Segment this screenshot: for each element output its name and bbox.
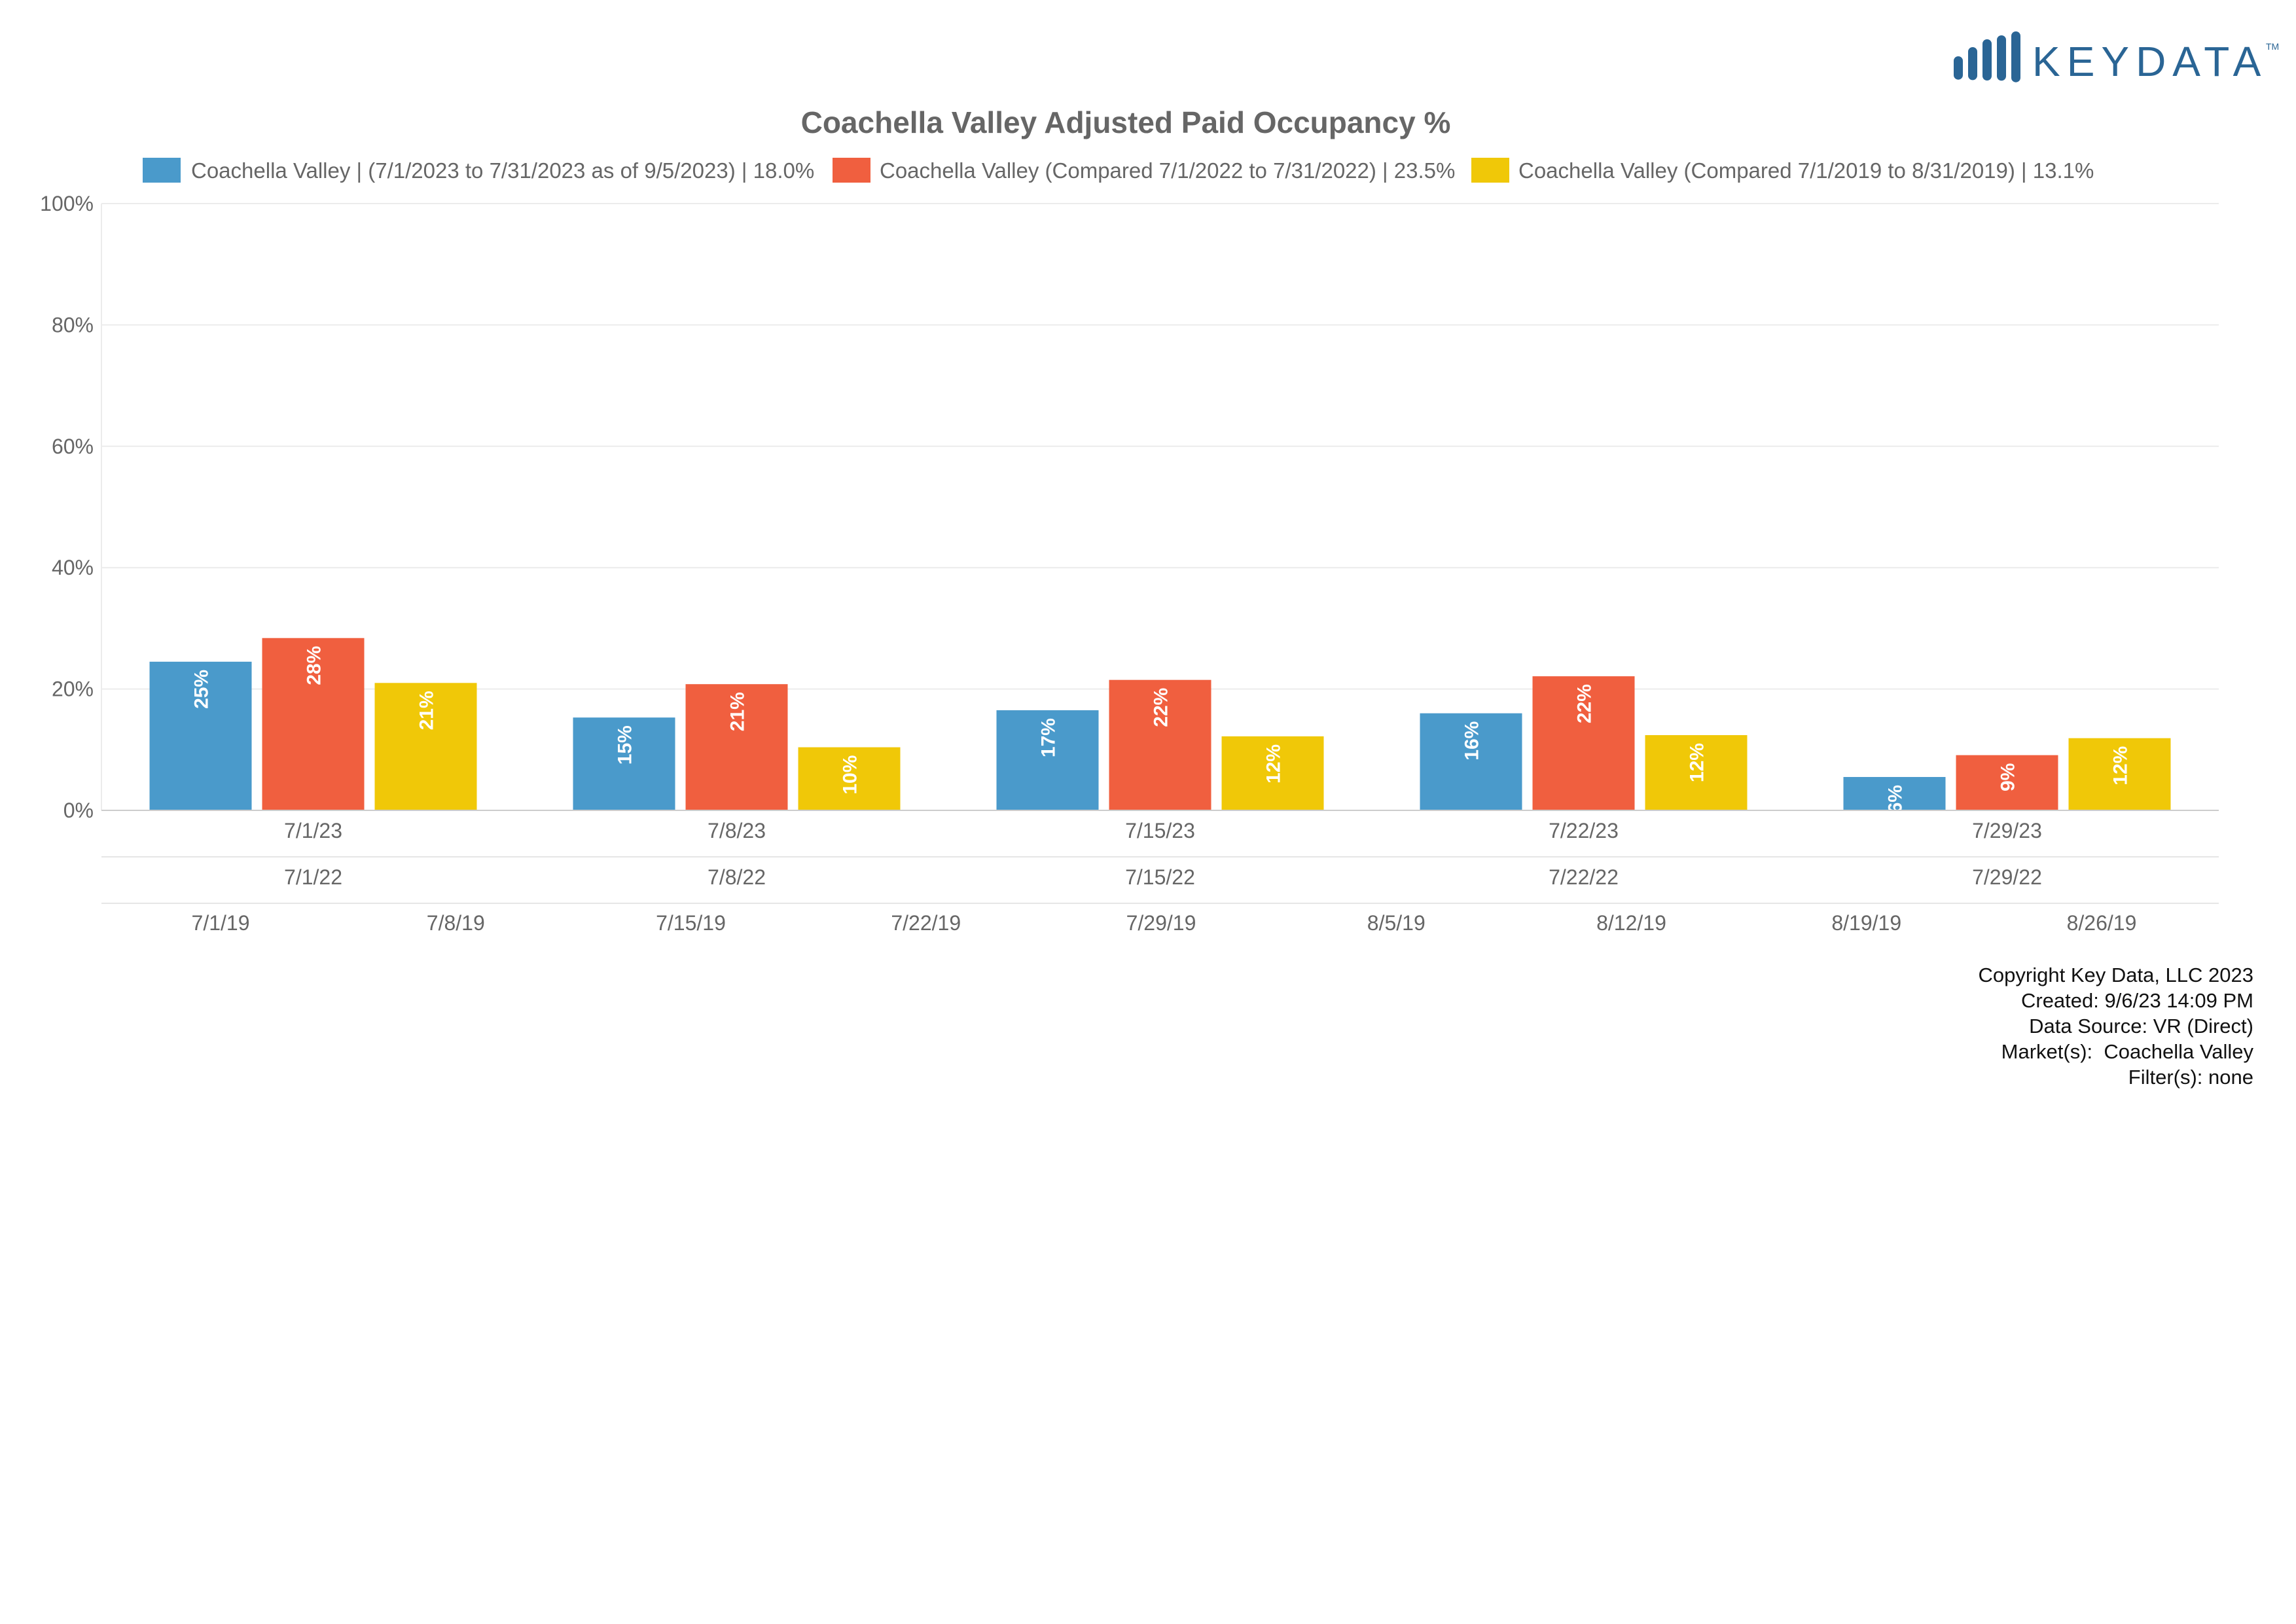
footer-line-filters: Filter(s): none	[2128, 1066, 2253, 1089]
legend-label-1: Coachella Valley (Compared 7/1/2022 to 7…	[880, 158, 1455, 183]
x-tick-label-primary: 7/1/23	[284, 819, 342, 842]
y-tick-label: 20%	[52, 677, 94, 701]
bar	[1221, 736, 1324, 810]
bar-value-label: 9%	[1998, 763, 2019, 791]
bar	[1109, 679, 1211, 810]
bar	[1956, 755, 2058, 810]
legend: Coachella Valley | (7/1/2023 to 7/31/202…	[143, 158, 2094, 183]
logo-trademark: TM	[2266, 41, 2279, 52]
x-tick-label-tertiary: 7/29/19	[1126, 911, 1196, 935]
bar	[798, 747, 901, 810]
x-tick-label-secondary: 7/22/22	[1549, 865, 1619, 889]
bar	[573, 717, 675, 810]
y-tick-label: 100%	[40, 192, 94, 215]
x-tick-label-tertiary: 7/22/19	[891, 911, 961, 935]
bar	[1420, 713, 1522, 810]
x-tick-label-secondary: 7/1/22	[284, 865, 342, 889]
legend-label-2: Coachella Valley (Compared 7/1/2019 to 8…	[1518, 158, 2094, 183]
x-tick-label-tertiary: 8/19/19	[1831, 911, 1901, 935]
y-gridlines	[101, 203, 2219, 810]
bar	[685, 684, 788, 810]
bar-value-label: 22%	[1151, 688, 1172, 727]
logo-bar	[1982, 39, 1992, 81]
x-tick-label-secondary: 7/8/22	[708, 865, 766, 889]
bar	[1532, 676, 1635, 810]
x-tick-label-primary: 7/15/23	[1125, 819, 1195, 842]
bar	[1645, 735, 1748, 810]
bar	[1843, 777, 1946, 810]
footer-line-copyright: Copyright Key Data, LLC 2023	[1979, 964, 2253, 986]
logo-bar	[2011, 31, 2020, 82]
legend-swatch-2	[1471, 158, 1509, 183]
bar-value-label: 10%	[840, 755, 861, 795]
legend-swatch-1	[833, 158, 870, 183]
y-tick-label: 40%	[52, 556, 94, 579]
logo-text: KEYDATA	[2032, 38, 2267, 85]
bar-value-label: 12%	[2110, 746, 2132, 785]
keydata-logo: KEYDATA TM	[1954, 31, 2279, 85]
x-tick-label-secondary: 7/15/22	[1125, 865, 1195, 889]
bar	[2068, 738, 2171, 810]
bar-value-label: 21%	[727, 692, 749, 731]
bar-value-label: 12%	[1263, 744, 1285, 784]
bar	[149, 661, 252, 810]
logo-bars-icon	[1954, 31, 2020, 82]
x-tick-label-tertiary: 8/26/19	[2067, 911, 2137, 935]
logo-bar	[1954, 56, 1963, 80]
y-tick-label: 60%	[52, 435, 94, 458]
footer-line-markets: Market(s): Coachella Valley	[2001, 1040, 2254, 1063]
footer-line-created: Created: 9/6/23 14:09 PM	[2021, 989, 2253, 1012]
bar-value-label: 22%	[1574, 684, 1596, 723]
legend-swatch-0	[143, 158, 181, 183]
x-tick-label-tertiary: 8/12/19	[1596, 911, 1666, 935]
bars	[149, 638, 2171, 810]
y-tick-label: 80%	[52, 313, 94, 336]
x-tick-label-secondary: 7/29/22	[1972, 865, 2042, 889]
bar-value-label: 15%	[615, 725, 636, 765]
legend-label-0: Coachella Valley | (7/1/2023 to 7/31/202…	[191, 158, 814, 183]
footer-line-source: Data Source: VR (Direct)	[2029, 1015, 2253, 1038]
x-tick-label-tertiary: 8/5/19	[1367, 911, 1426, 935]
bar-value-label: 25%	[191, 670, 213, 709]
bar	[374, 683, 477, 810]
x-tick-label-tertiary: 7/15/19	[656, 911, 726, 935]
y-axis-ticks: 0% 20% 40% 60% 80% 100%	[40, 192, 94, 822]
x-tick-label-primary: 7/29/23	[1972, 819, 2042, 842]
logo-bar	[1997, 35, 2006, 81]
chart-title: Coachella Valley Adjusted Paid Occupancy…	[801, 105, 1451, 139]
bar-value-label: 12%	[1687, 743, 1708, 782]
bar-value-label: 28%	[304, 646, 325, 685]
x-axis: 7/1/23 7/8/23 7/15/23 7/22/23 7/29/23 7/1/22 7…	[101, 810, 2219, 935]
bar-value-label: 16%	[1462, 721, 1483, 761]
logo-bar	[1968, 47, 1977, 81]
bar	[996, 710, 1099, 810]
x-tick-label-tertiary: 7/8/19	[427, 911, 485, 935]
bar-value-label: 21%	[416, 691, 438, 730]
footer-info: Copyright Key Data, LLC 2023 Created: 9/…	[1979, 964, 2254, 1089]
y-tick-label: 0%	[63, 799, 94, 822]
bar-value-label: 17%	[1038, 718, 1060, 757]
x-tick-label-tertiary: 7/1/19	[192, 911, 250, 935]
bar	[262, 638, 365, 810]
x-tick-label-primary: 7/8/23	[708, 819, 766, 842]
bar-labels: 25% 28% 21% 15% 21% 10% 17% 22% 12% 16% 22% 12% 6% 9%…	[191, 646, 2132, 814]
x-tick-label-primary: 7/22/23	[1549, 819, 1619, 842]
bar-value-label: 6%	[1885, 785, 1907, 813]
